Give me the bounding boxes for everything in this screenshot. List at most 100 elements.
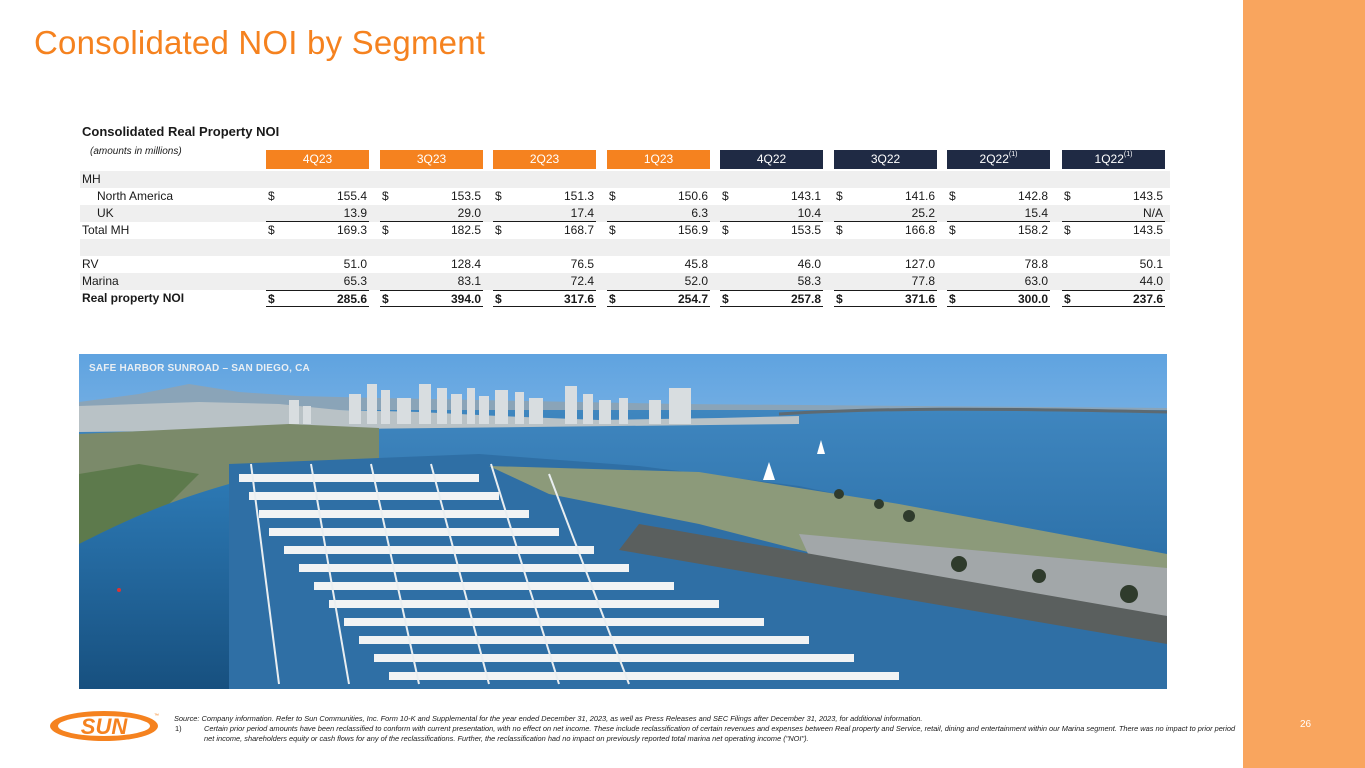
cell-value: 237.6 <box>1132 292 1163 306</box>
currency-symbol: $ <box>1064 223 1071 237</box>
cell-value: 72.4 <box>570 274 594 288</box>
footnote-marker: (1) <box>1008 151 1018 158</box>
row-label: North America <box>97 189 174 203</box>
table-cell: 52.0 <box>607 273 710 290</box>
table-cell: 6.3 <box>607 205 710 222</box>
footnotes: Source: Company information. Refer to Su… <box>174 714 1239 744</box>
cell-value: 44.0 <box>1139 274 1163 288</box>
table-cell: $168.7 <box>493 222 596 239</box>
currency-symbol: $ <box>609 223 616 237</box>
cell-value: N/A <box>1142 206 1163 220</box>
currency-symbol: $ <box>949 189 956 203</box>
currency-symbol: $ <box>722 223 729 237</box>
table-row: Real property NOI $285.6 $394.0 $317.6 $254.… <box>80 290 1170 307</box>
table-cell: $166.8 <box>834 222 937 239</box>
cell-value: 127.0 <box>904 257 935 271</box>
cell-value: 141.6 <box>904 189 935 203</box>
table-cell: $141.6 <box>834 188 937 205</box>
currency-symbol: $ <box>609 292 616 306</box>
cell-value: 285.6 <box>336 292 367 306</box>
cell-value: 63.0 <box>1024 274 1048 288</box>
cell-value: 77.8 <box>911 274 935 288</box>
column-header-3q22: 3Q22 <box>834 150 937 169</box>
currency-symbol: $ <box>722 292 729 306</box>
column-header-label: 4Q23 <box>302 152 333 166</box>
table-cell: 46.0 <box>720 256 823 273</box>
currency-symbol: $ <box>1064 292 1071 306</box>
table-cell: $257.8 <box>720 290 823 307</box>
table-cell: $150.6 <box>607 188 710 205</box>
column-header-label: 1Q23 <box>643 152 674 166</box>
row-label: Marina <box>82 274 119 288</box>
table-cell: $143.5 <box>1062 222 1165 239</box>
table-cell: $151.3 <box>493 188 596 205</box>
table-row <box>80 239 1170 256</box>
table-cell: 25.2 <box>834 205 937 222</box>
side-accent-band <box>1243 0 1365 768</box>
cell-value: 317.6 <box>563 292 594 306</box>
column-header-1q22: 1Q22(1) <box>1062 150 1165 169</box>
table-cell: 83.1 <box>380 273 483 290</box>
cell-value: 300.0 <box>1017 292 1048 306</box>
table-cell: 15.4 <box>947 205 1050 222</box>
table-cell: $156.9 <box>607 222 710 239</box>
column-header-3q23: 3Q23 <box>380 150 483 169</box>
column-header-label: 2Q23 <box>529 152 560 166</box>
column-header-label: 2Q22 <box>979 152 1009 166</box>
column-header-1q23: 1Q23 <box>607 150 710 169</box>
table-row: RV 51.0 128.4 76.5 45.8 46.0 127.0 78.8 50.1 <box>80 256 1170 273</box>
table-cell: 65.3 <box>266 273 369 290</box>
photo-caption: SAFE HARBOR SUNROAD – SAN DIEGO, CA <box>89 363 310 374</box>
cell-value: 51.0 <box>343 257 367 271</box>
table-row: Total MH $169.3 $182.5 $168.7 $156.9 $153.5 $1… <box>80 222 1170 239</box>
footnote-text: Certain prior period amounts have been r… <box>204 724 1236 743</box>
marina-photo: SAFE HARBOR SUNROAD – SAN DIEGO, CA <box>79 354 1167 689</box>
table-cell: 77.8 <box>834 273 937 290</box>
cell-value: 158.2 <box>1017 223 1048 237</box>
table-cell: $158.2 <box>947 222 1050 239</box>
currency-symbol: $ <box>382 189 389 203</box>
source-note: Source: Company information. Refer to Su… <box>174 714 923 723</box>
footnote-number: 1) <box>175 724 182 733</box>
table-cell: $300.0 <box>947 290 1050 307</box>
cell-value: 168.7 <box>563 223 594 237</box>
cell-value: 155.4 <box>336 189 367 203</box>
marina-photo-image <box>79 354 1167 689</box>
table-cell: $254.7 <box>607 290 710 307</box>
table-cell: 10.4 <box>720 205 823 222</box>
cell-value: 143.1 <box>790 189 821 203</box>
currency-symbol: $ <box>268 292 275 306</box>
table-cell: $153.5 <box>720 222 823 239</box>
column-header-4q23: 4Q23 <box>266 150 369 169</box>
column-header-label: 3Q23 <box>416 152 447 166</box>
table-row: MH <box>80 171 1170 188</box>
table-title: Consolidated Real Property NOI <box>82 124 280 139</box>
cell-value: 143.5 <box>1132 223 1163 237</box>
table-row: Marina 65.3 83.1 72.4 52.0 58.3 77.8 63.0 44.0 <box>80 273 1170 290</box>
currency-symbol: $ <box>1064 189 1071 203</box>
footnote-marker: (1) <box>1123 151 1133 158</box>
table-cell: $182.5 <box>380 222 483 239</box>
row-label: Real property NOI <box>82 291 185 305</box>
cell-value: 78.8 <box>1024 257 1048 271</box>
cell-value: 17.4 <box>570 206 594 220</box>
table-cell: $317.6 <box>493 290 596 307</box>
table-cell: 128.4 <box>380 256 483 273</box>
cell-value: 50.1 <box>1139 257 1163 271</box>
cell-value: 153.5 <box>450 189 481 203</box>
currency-symbol: $ <box>722 189 729 203</box>
table-cell: 51.0 <box>266 256 369 273</box>
currency-symbol: $ <box>836 292 843 306</box>
column-header-2q23: 2Q23 <box>493 150 596 169</box>
table-cell: $169.3 <box>266 222 369 239</box>
currency-symbol: $ <box>609 189 616 203</box>
column-header-label: 3Q22 <box>870 152 901 166</box>
table-cell: 63.0 <box>947 273 1050 290</box>
currency-symbol: $ <box>836 223 843 237</box>
table-subtitle: (amounts in millions) <box>90 146 182 157</box>
row-label: RV <box>82 257 99 271</box>
table-cell: 58.3 <box>720 273 823 290</box>
footnote-1: 1) Certain prior period amounts have bee… <box>174 724 1239 744</box>
page-number: 26 <box>1300 719 1312 730</box>
row-label: MH <box>82 172 101 186</box>
